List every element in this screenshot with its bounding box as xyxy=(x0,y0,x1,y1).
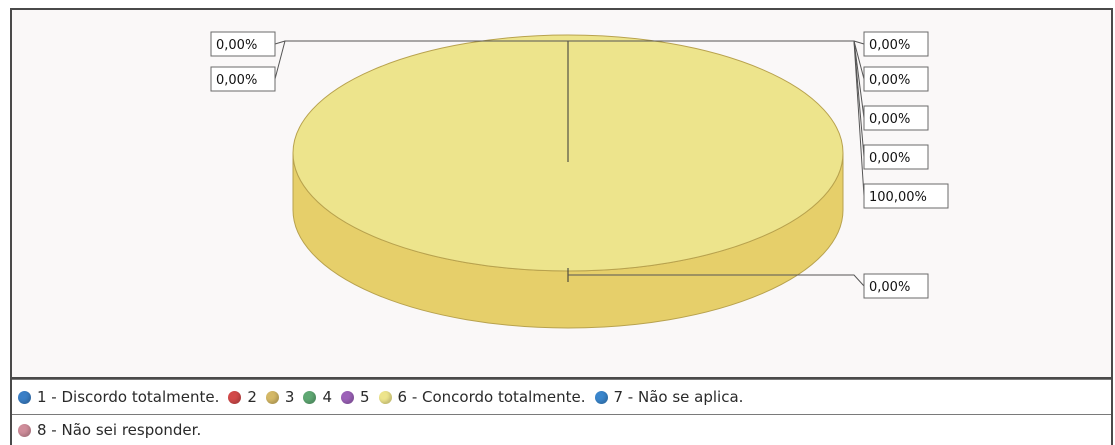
pie-chart: 0,00% 0,00% 0,00% 0,00% 0,00% 0,00% 100,00% 0,0… xyxy=(210,31,949,329)
chart-legend: 1 - Discordo totalmente. 2 3 4 5 6 - Concordo… xyxy=(10,379,1113,445)
legend-swatch-icon xyxy=(18,423,31,437)
data-label-box-2 xyxy=(210,66,276,92)
legend-item-5: 5 xyxy=(340,388,370,406)
legend-swatch-icon xyxy=(18,390,31,404)
legend-row-2: 8 - Não sei responder. xyxy=(18,421,210,439)
leader-line-8 xyxy=(568,40,865,197)
data-label-4: 0,00% xyxy=(869,73,910,88)
data-label-box-4 xyxy=(863,66,929,92)
legend-label: 4 xyxy=(322,388,332,406)
legend-row-1: 1 - Discordo totalmente. 2 3 4 5 6 - Concordo… xyxy=(18,388,752,406)
data-label-box-3 xyxy=(863,31,929,57)
legend-item-3: 3 xyxy=(265,388,295,406)
data-label-3: 0,00% xyxy=(869,38,910,53)
legend-swatch-icon xyxy=(594,390,608,404)
data-label-6: 0,00% xyxy=(869,280,910,295)
legend-label: 8 - Não sei responder. xyxy=(37,421,202,439)
legend-label: 1 - Discordo totalmente. xyxy=(37,388,220,406)
legend-swatch-icon xyxy=(340,390,354,404)
data-label-8: 100,00% xyxy=(869,190,927,205)
chart-area: 0,00% 0,00% 0,00% 0,00% 0,00% 0,00% 100,00% 0,0… xyxy=(10,8,1113,379)
leader-line-2 xyxy=(274,40,568,80)
legend-item-4: 4 xyxy=(303,388,332,406)
data-label-box-5 xyxy=(863,105,929,131)
legend-swatch-icon xyxy=(378,390,392,404)
legend-border xyxy=(12,379,1111,415)
data-label-box-1 xyxy=(210,31,276,57)
legend-label: 5 xyxy=(359,388,370,406)
legend-label: 6 - Concordo totalmente. xyxy=(397,388,586,406)
data-label-box-8 xyxy=(863,183,949,209)
legend-item-1: 1 - Discordo totalmente. xyxy=(18,388,219,406)
legend-label: 2 xyxy=(247,388,257,406)
legend-item-7: 7 - Não se aplica. xyxy=(594,388,744,406)
data-label-7: 0,00% xyxy=(869,151,910,166)
data-label-5: 0,00% xyxy=(869,112,910,127)
data-label-box-7 xyxy=(863,144,929,170)
data-label-2: 0,00% xyxy=(216,73,257,88)
data-label-box-6 xyxy=(863,273,929,299)
legend-label: 3 xyxy=(284,388,295,406)
legend-item-2: 2 xyxy=(228,388,257,406)
legend-label: 7 - Não se aplica. xyxy=(613,388,744,406)
legend-swatch-icon xyxy=(303,390,317,404)
legend-item-6: 6 - Concordo totalmente. xyxy=(378,388,586,406)
legend-swatch-icon xyxy=(265,390,279,404)
legend-swatch-icon xyxy=(228,390,242,404)
data-label-1: 0,00% xyxy=(216,38,257,53)
leader-line-6 xyxy=(568,274,865,287)
legend-item-8: 8 - Não sei responder. xyxy=(18,421,201,439)
